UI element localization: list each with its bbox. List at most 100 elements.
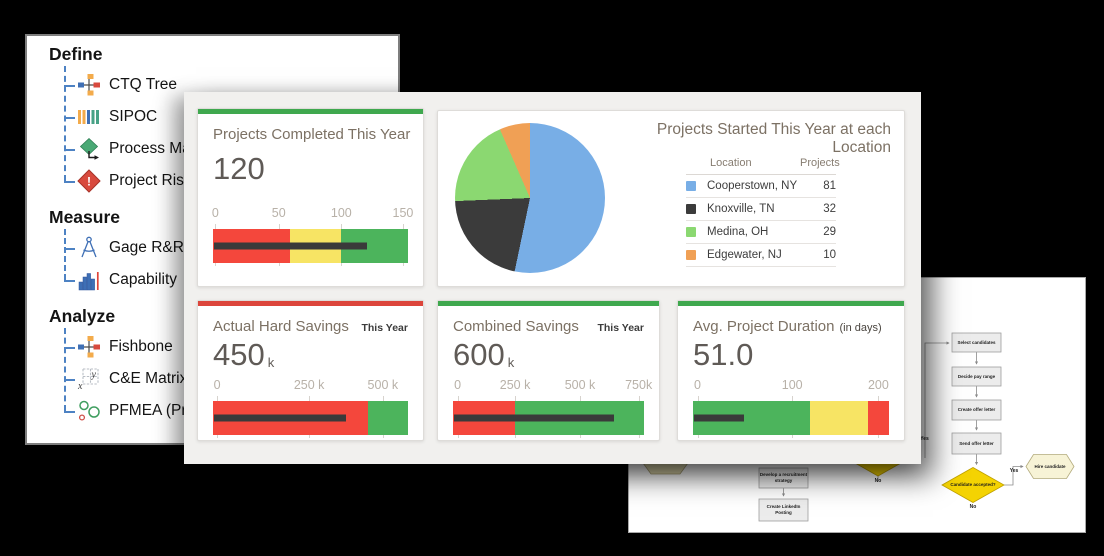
flowchart-process-box[interactable]	[951, 332, 1002, 353]
flowchart-process-box[interactable]	[951, 366, 1002, 387]
toolbox-item-ctq-tree[interactable]: CTQ Tree	[64, 69, 398, 101]
card-avg-project-duration[interactable]: Avg. Project Duration (in days) 51.0 0 10…	[677, 300, 905, 441]
toolbox-item-label: SIPOC	[109, 108, 158, 125]
flowchart-box-label: Select candidates	[957, 339, 996, 345]
axis-tick-label: 200	[867, 378, 889, 392]
card-projects-by-location[interactable]: Projects Started This Year at each Locat…	[437, 110, 905, 287]
toolbox-item-label: Project Risk	[109, 172, 192, 189]
bullet-measure-bar	[213, 414, 346, 422]
ce-matrix-icon: x y	[77, 367, 101, 391]
card-title: Actual Hard Savings	[213, 318, 349, 335]
toolbox-item-process-map[interactable]: Process Map	[64, 133, 398, 165]
toolbox-item-sipoc[interactable]: SIPOC	[64, 101, 398, 133]
flowchart-process-box[interactable]	[758, 467, 809, 489]
section-header-analyze: Analyze	[49, 306, 116, 326]
card-title: Combined Savings	[453, 318, 579, 335]
bullet-zone-yellow	[809, 401, 869, 435]
ctq-tree-icon	[77, 73, 101, 97]
sipoc-icon	[77, 105, 101, 129]
flowchart-process-box[interactable]	[758, 498, 809, 522]
svg-text:y: y	[91, 370, 97, 381]
flowchart-decision-diamond[interactable]	[941, 467, 1005, 503]
pfmea-icon	[77, 399, 101, 423]
flowchart-process-box[interactable]	[951, 432, 1002, 455]
legend-value: 29	[823, 226, 836, 238]
bullet-track	[213, 401, 408, 435]
bullet-measure-bar	[213, 242, 368, 250]
flowchart-box-label: Decide pay range	[957, 373, 996, 379]
flowchart-box-label: Develop a recruitment strategy	[759, 472, 808, 483]
bullet-track	[693, 401, 889, 435]
toolbox-item-fishbone[interactable]: Fishbone	[64, 331, 398, 363]
toolbox-item-ce-matrix[interactable]: x y C&E Matrix	[64, 363, 398, 395]
axis-tick-label: 250 k	[499, 378, 531, 392]
tree-section-define: Define CTQ Tree	[47, 44, 398, 197]
bullet-track	[453, 401, 644, 435]
legend-swatch	[686, 250, 696, 260]
card-accent-bar	[198, 301, 423, 306]
flowchart-box-label: Create LinkedIn Posting	[766, 504, 801, 515]
legend-swatch	[686, 227, 696, 237]
toolbox-item-label: Fishbone	[109, 338, 173, 355]
bullet-measure-bar	[453, 414, 614, 422]
flowchart-terminal-hexagon[interactable]	[1025, 454, 1075, 479]
card-actual-hard-savings[interactable]: Actual Hard Savings This Year 450 k 0 250 …	[197, 300, 424, 441]
legend-row-cooperstown[interactable]: Cooperstown, NY 81	[686, 175, 836, 198]
card-combined-savings[interactable]: Combined Savings This Year 600 k 0 250 k 50…	[437, 300, 660, 441]
card-accent-bar	[198, 109, 423, 114]
svg-text:x: x	[77, 381, 83, 391]
flowchart-loop-connector	[924, 341, 950, 458]
kpi-value: 51.0	[693, 337, 754, 372]
legend-row-medina[interactable]: Medina, OH 29	[686, 221, 836, 244]
bullet-zone-red	[868, 401, 889, 435]
section-header-define: Define	[49, 44, 103, 64]
svg-text:!: !	[87, 175, 91, 189]
bullet-chart-avg-project-duration: 0 100 200	[693, 378, 889, 440]
toolbox-item-capability[interactable]: Capability	[64, 264, 398, 296]
legend-swatch	[686, 204, 696, 214]
legend-header-row: Location Projects	[686, 151, 840, 175]
bullet-chart-projects-completed: 0 50 100 150	[212, 206, 413, 268]
legend-value: 32	[823, 203, 836, 215]
legend-swatch	[686, 181, 696, 191]
legend-header-projects: Projects	[800, 156, 840, 169]
pie-chart	[455, 123, 605, 273]
legend-label: Cooperstown, NY	[707, 180, 798, 192]
axis-tick-label: 500 k	[564, 378, 596, 392]
card-projects-completed[interactable]: Projects Completed This Year 120 0 50 100 1…	[197, 108, 424, 287]
axis-tick-label: 500 k	[367, 378, 399, 392]
axis-tick-label: 150	[392, 206, 414, 220]
legend-value: 10	[823, 249, 836, 261]
legend-header-location: Location	[710, 156, 752, 169]
tree-section-measure: Measure Gage R&R	[47, 207, 398, 296]
card-title: Projects Started This Year at each Locat…	[656, 121, 891, 156]
flowchart-no-label: No	[969, 504, 977, 511]
axis-tick-label: 250 k	[293, 378, 325, 392]
flowchart-terminal-label: Hire candidate	[1034, 463, 1066, 469]
legend-label: Medina, OH	[707, 226, 769, 238]
axis-tick-label: 50	[271, 206, 286, 220]
flowchart-yes-label: Yes	[1009, 468, 1019, 475]
toolbox-item-project-risk[interactable]: ! Project Risk	[64, 165, 398, 197]
toolbox-item-label: Gage R&R	[109, 239, 184, 256]
card-subtitle: This Year	[597, 322, 644, 334]
toolbox-item-gage-rr[interactable]: Gage R&R	[64, 232, 398, 264]
legend-row-knoxville[interactable]: Knoxville, TN 32	[686, 198, 836, 221]
flowchart-yes-connector	[1004, 464, 1024, 486]
flowchart-process-box[interactable]	[951, 399, 1002, 421]
section-header-measure: Measure	[49, 207, 121, 227]
axis-tick-label: 100	[781, 378, 803, 392]
bullet-zone-green	[367, 401, 408, 435]
legend-row-edgewater[interactable]: Edgewater, NJ 10	[686, 244, 836, 267]
pie-legend: Location Projects Cooperstown, NY 81 Kno…	[686, 151, 840, 267]
card-title: Projects Completed This Year	[213, 126, 411, 143]
card-subtitle: This Year	[361, 322, 408, 334]
capability-icon	[77, 268, 101, 292]
dashboard-panel: Projects Completed This Year 120 0 50 100 1…	[184, 92, 921, 464]
fishbone-icon	[77, 335, 101, 359]
flowchart-box-label: Create offer letter	[957, 407, 996, 413]
toolbox-item-label: Capability	[109, 271, 178, 288]
bullet-chart-combined-savings: 0 250 k 500 k 750k	[453, 378, 652, 440]
axis-tick-label: 0	[213, 378, 221, 392]
